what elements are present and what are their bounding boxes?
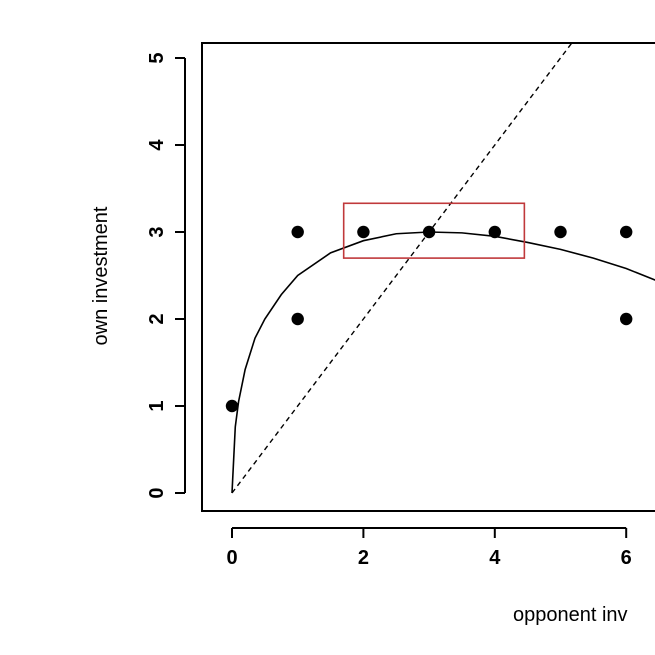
data-point xyxy=(291,312,304,326)
data-point xyxy=(488,225,501,239)
data-point xyxy=(620,225,633,239)
y-tick-label: 2 xyxy=(146,313,168,324)
y-tick-label: 5 xyxy=(146,52,168,63)
data-point xyxy=(225,399,239,413)
data-point xyxy=(291,225,304,239)
x-tick-label: 4 xyxy=(489,547,501,569)
x-tick-label: 2 xyxy=(358,547,369,569)
y-tick-label: 0 xyxy=(146,487,168,498)
y-tick-label: 4 xyxy=(146,139,168,151)
y-tick-label: 3 xyxy=(146,226,168,237)
data-point xyxy=(554,225,567,239)
plot-marks xyxy=(225,43,655,494)
data-point xyxy=(422,225,436,239)
y-tick-label: 1 xyxy=(146,400,168,411)
plot-frame xyxy=(201,42,655,512)
axes: 0 2 4 6 0 1 2 3 4 5 xyxy=(146,52,632,569)
x-tick-label: 0 xyxy=(226,547,237,569)
highlight-box xyxy=(342,202,526,259)
x-tick-label: 6 xyxy=(621,547,632,569)
fitted-curve xyxy=(231,231,655,494)
y-axis-label: own investment xyxy=(90,206,112,345)
data-point xyxy=(620,312,633,326)
data-point xyxy=(357,225,370,239)
x-axis-label: opponent inv xyxy=(513,604,628,626)
dashed-reference-line xyxy=(231,43,573,494)
